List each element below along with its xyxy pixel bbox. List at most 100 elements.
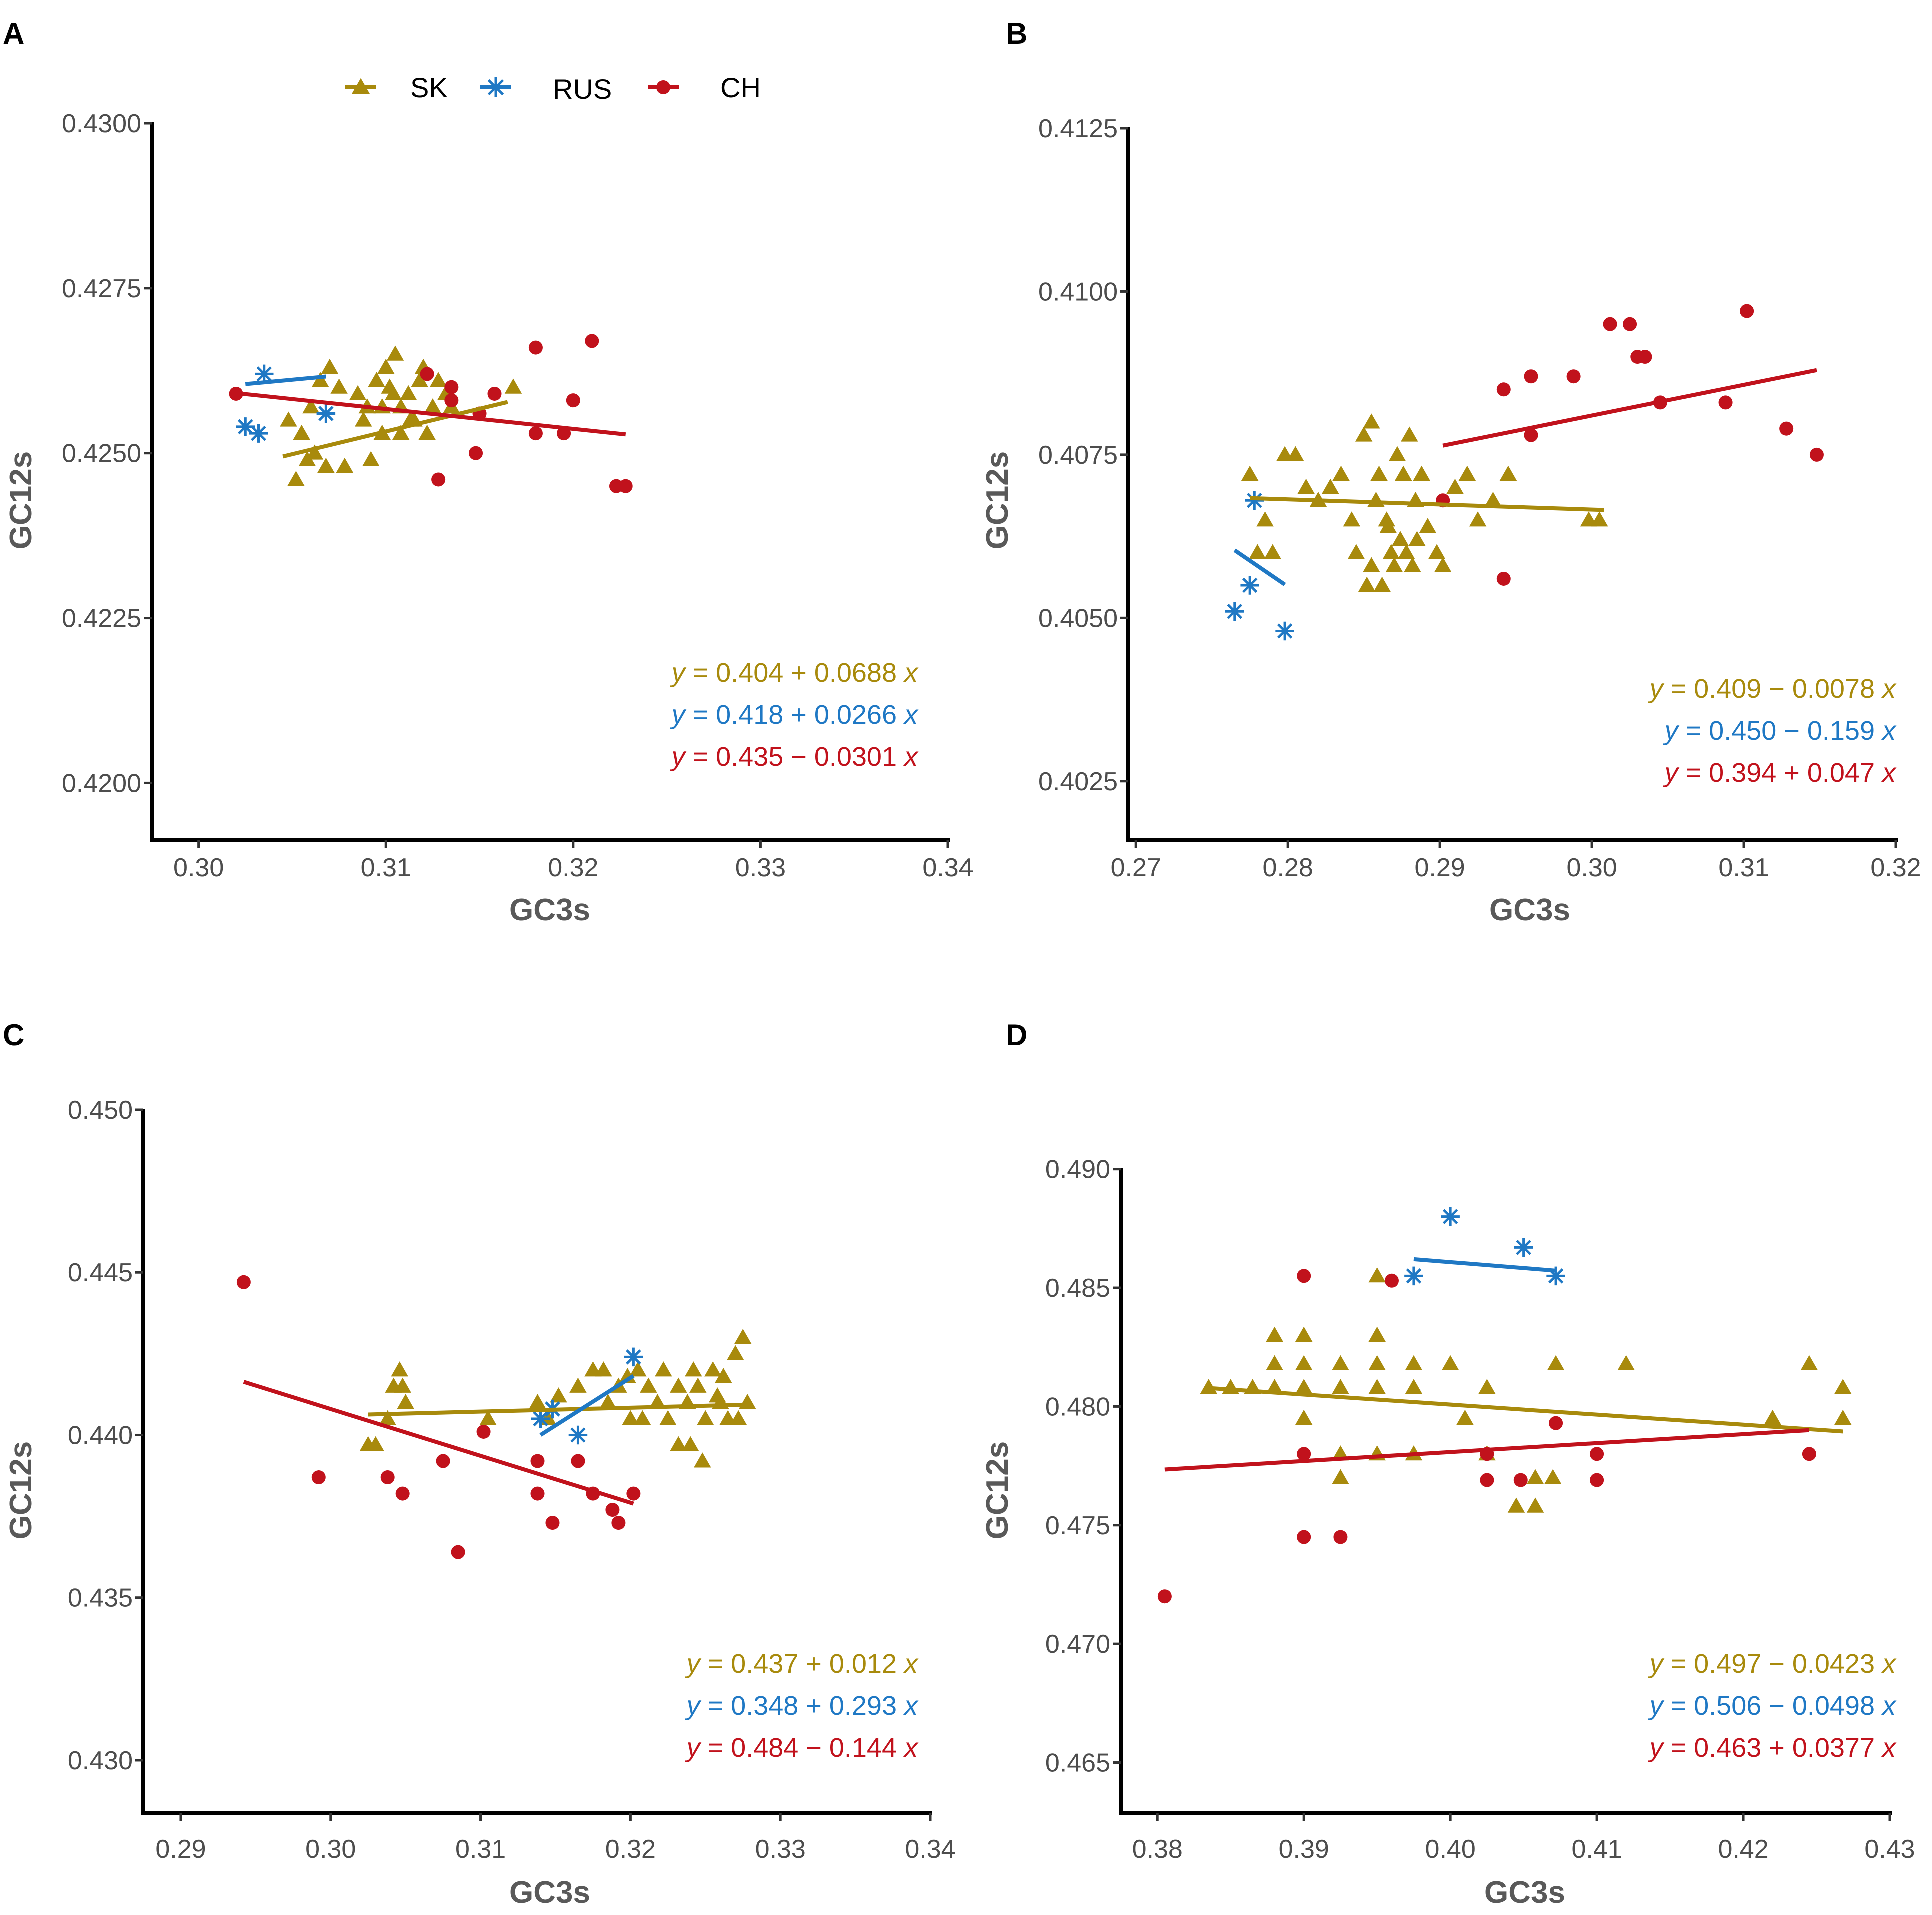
y-tick-label: 0.470 <box>1045 1630 1110 1659</box>
regression-equation-rus: y = 0.348 + 0.293 x <box>685 1691 919 1721</box>
fit-line-ch <box>1164 1428 1810 1472</box>
data-point-rus <box>568 1425 588 1445</box>
data-point-sk <box>418 424 436 440</box>
data-point-ch <box>1524 428 1538 442</box>
data-point-sk <box>1591 511 1608 527</box>
series-sk <box>1200 1267 1852 1513</box>
panel-c: C 0.29 0.30 0.31 0.32 0.33 0.34 0.430 0.435 0.440… <box>3 1018 956 1910</box>
fit-line-rus <box>1413 1257 1556 1273</box>
data-point-sk <box>726 1345 744 1360</box>
data-point-sk <box>1266 1355 1283 1370</box>
data-point-sk <box>1322 478 1339 494</box>
data-point-sk <box>504 378 522 394</box>
data-point-rus <box>1225 602 1244 621</box>
data-point-sk <box>1266 1326 1283 1342</box>
regression-equation-sk: y = 0.404 + 0.0688 x <box>670 658 919 688</box>
data-point-sk <box>1368 1326 1386 1342</box>
data-point-ch <box>626 1486 641 1501</box>
data-point-sk <box>1347 544 1365 559</box>
data-point-sk <box>1287 446 1304 461</box>
data-point-sk <box>1484 492 1502 507</box>
data-point-sk <box>1249 544 1266 559</box>
legend-label-rus: RUS <box>553 73 612 105</box>
data-point-sk <box>1401 426 1418 442</box>
y-tick-label: 0.4300 <box>62 109 141 138</box>
y-axis-title: GC12s <box>980 1441 1015 1539</box>
data-point-rus <box>1404 1266 1423 1286</box>
data-point-sk <box>349 385 367 400</box>
data-point-sk <box>640 1377 657 1393</box>
data-point-sk <box>355 411 372 427</box>
series-rus <box>236 364 336 443</box>
data-point-ch <box>1496 382 1511 397</box>
x-tick-label: 0.30 <box>1566 853 1617 882</box>
x-axis-title: GC3s <box>1484 1875 1565 1910</box>
data-point-sk <box>1264 544 1282 559</box>
regression-equation-sk: y = 0.409 − 0.0078 x <box>1648 674 1897 704</box>
data-point-sk <box>1241 465 1259 481</box>
data-point-ch <box>530 1454 545 1468</box>
regression-equation-rus: y = 0.450 − 0.159 x <box>1663 716 1897 746</box>
x-tick-label: 0.33 <box>735 853 786 882</box>
data-point-ch <box>530 1486 545 1501</box>
data-point-sk <box>1363 413 1380 429</box>
data-point-ch <box>1809 447 1824 462</box>
data-point-rus <box>1514 1238 1533 1257</box>
data-point-sk <box>1332 1469 1349 1484</box>
data-point-ch <box>1779 421 1794 436</box>
data-point-sk <box>1441 1355 1459 1370</box>
data-point-sk <box>384 385 402 400</box>
data-point-sk <box>280 411 297 427</box>
x-tick-label: 0.31 <box>455 1835 506 1864</box>
panel-letter: A <box>3 17 24 50</box>
data-point-ch <box>1740 304 1754 318</box>
data-point-sk <box>399 385 417 400</box>
data-point-ch <box>1480 1473 1494 1487</box>
data-point-sk <box>595 1361 612 1377</box>
y-tick-label: 0.4125 <box>1038 114 1118 143</box>
data-point-rus <box>531 1409 550 1428</box>
data-point-sk <box>330 378 348 394</box>
data-point-sk <box>1266 1379 1283 1394</box>
legend-label-sk: SK <box>410 72 448 103</box>
x-tick-label: 0.31 <box>1718 853 1769 882</box>
data-point-ch <box>1590 1447 1604 1461</box>
data-point-sk <box>386 345 404 361</box>
data-point-sk <box>1332 465 1350 481</box>
series-ch <box>229 334 633 493</box>
data-point-sk <box>529 1394 546 1409</box>
x-tick-label: 0.42 <box>1718 1835 1768 1864</box>
data-point-ch <box>1566 369 1581 384</box>
data-point-sk <box>709 1387 726 1403</box>
x-tick-label: 0.38 <box>1132 1835 1183 1864</box>
y-tick-label: 0.4075 <box>1038 441 1118 470</box>
legend-item-sk: SK <box>345 72 448 103</box>
panel-b: B 0.27 0.28 0.29 0.30 0.31 0.32 0.4025 0.4050 0.4… <box>980 17 1921 927</box>
data-point-ch <box>1297 1530 1311 1544</box>
data-point-ch <box>528 426 543 441</box>
x-tick-label: 0.40 <box>1425 1835 1476 1864</box>
x-tick-label: 0.28 <box>1263 853 1313 882</box>
data-point-sk <box>1397 544 1415 559</box>
panel-a: A 0.30 0.31 0.32 0.33 0.34 0.4200 0.4225 0.4250 0… <box>3 17 974 927</box>
data-point-sk <box>311 372 329 387</box>
y-tick-label: 0.430 <box>68 1746 133 1775</box>
data-point-sk <box>655 1361 672 1377</box>
series-ch <box>1157 1269 1816 1604</box>
regression-equation-ch: y = 0.463 + 0.0377 x <box>1648 1733 1897 1763</box>
data-point-ch <box>1638 350 1652 364</box>
data-point-ch <box>444 380 459 394</box>
data-point-sk <box>1332 1379 1349 1394</box>
data-point-ch <box>1524 369 1538 384</box>
data-point-rus <box>249 424 268 443</box>
data-point-sk <box>1507 1497 1525 1513</box>
data-point-ch <box>431 472 446 487</box>
data-point-sk <box>670 1436 687 1451</box>
x-tick-label: 0.31 <box>361 853 411 882</box>
y-tick-label: 0.4250 <box>62 439 141 468</box>
data-point-sk <box>1355 426 1373 442</box>
fit-line-sk <box>1250 496 1604 512</box>
data-point-ch <box>311 1470 326 1485</box>
data-point-sk <box>1499 465 1517 481</box>
y-tick-label: 0.465 <box>1045 1749 1110 1778</box>
